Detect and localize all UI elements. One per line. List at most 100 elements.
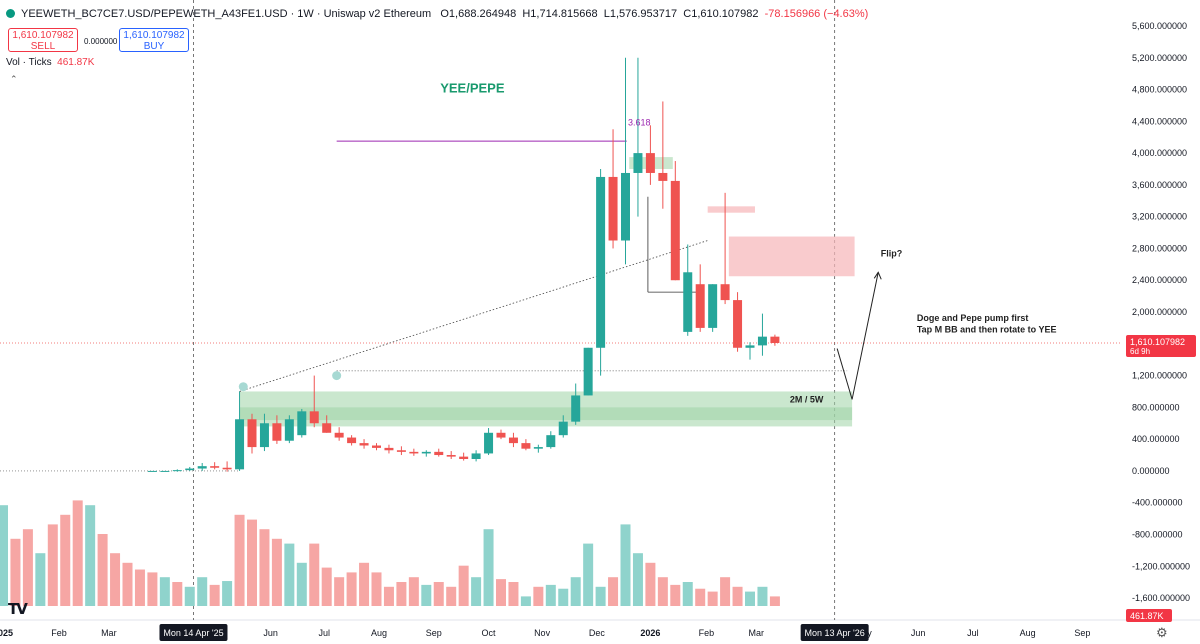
- volume-bar: [371, 572, 382, 606]
- candle-body: [247, 419, 257, 448]
- candle-body: [372, 445, 381, 448]
- projection-arrow: [836, 272, 879, 400]
- x-tick-label: Dec: [589, 628, 606, 638]
- volume-bar: [122, 562, 133, 606]
- candle-body: [571, 395, 581, 422]
- crosshair-date-label: Mon 13 Apr '26: [805, 628, 865, 638]
- crosshair-date-label: Mon 14 Apr '25: [163, 628, 223, 638]
- note-line-2: Tap M BB and then rotate to YEE: [917, 325, 1057, 335]
- candle-body: [147, 470, 157, 472]
- volume-bar: [757, 586, 768, 606]
- candle-body: [459, 456, 469, 460]
- settings-gear-icon[interactable]: ⚙: [1156, 625, 1168, 640]
- y-tick-label: 3,200.000000: [1132, 212, 1187, 222]
- volume-bar: [670, 584, 681, 606]
- candle-body: [658, 172, 668, 181]
- change-value: -78.156966 (−4.63%): [764, 8, 869, 20]
- sell-button[interactable]: 1,610.107982 SELL: [8, 28, 78, 52]
- collapse-chevron-icon[interactable]: ⌃: [10, 74, 18, 84]
- symbol-title[interactable]: YEEWETH_BC7CE7.USD/PEPEWETH_A43FE1.USD ·…: [21, 8, 432, 20]
- volume-bar: [383, 586, 394, 606]
- volume-bar: [309, 543, 320, 606]
- candle-body: [334, 432, 344, 438]
- volume-bar: [234, 514, 245, 606]
- open-value: 1,688.264948: [448, 8, 517, 20]
- y-tick-label: 2,000.000000: [1132, 307, 1187, 317]
- y-tick-label: 400.000000: [1132, 434, 1180, 444]
- volume-bar: [259, 529, 270, 606]
- candle-body: [708, 284, 718, 328]
- zone-label: 2M / 5W: [790, 395, 824, 405]
- crosshair-date-box: [800, 624, 869, 641]
- candle-body: [608, 176, 618, 241]
- volume-bar: [134, 569, 145, 606]
- candle-body: [396, 450, 406, 452]
- volume-bar: [545, 584, 556, 606]
- candle-body: [683, 272, 693, 332]
- x-tick-label: Feb: [699, 628, 715, 638]
- last-price-box: [1126, 334, 1196, 357]
- volume-bar: [321, 567, 332, 606]
- volume-value-label: 461.87K: [1130, 611, 1164, 621]
- candle-body: [596, 176, 606, 348]
- volume-bar: [72, 500, 83, 606]
- buy-label: BUY: [143, 41, 165, 52]
- y-tick-label: 4,000.000000: [1132, 148, 1187, 158]
- fib-label: 3.618: [628, 117, 651, 127]
- x-tick-label: Sep: [1074, 628, 1090, 638]
- low-label: L: [603, 8, 610, 20]
- volume-bar: [446, 586, 457, 606]
- volume-bar: [632, 553, 643, 606]
- volume-bar: [769, 596, 780, 606]
- volume-bar: [732, 586, 743, 606]
- y-tick-label: 4,800.000000: [1132, 85, 1187, 95]
- volume-bar: [695, 588, 706, 606]
- volume-bar: [720, 577, 731, 606]
- x-tick-label: Aug: [371, 628, 387, 638]
- status-dot-icon: [6, 9, 15, 18]
- candle-body: [322, 423, 332, 433]
- candle-body: [496, 432, 506, 438]
- candle-body: [733, 300, 743, 348]
- x-tick-label: 2026: [640, 628, 660, 638]
- volume-legend[interactable]: Vol · Ticks 461.87K: [6, 57, 94, 68]
- y-tick-label: 1,200.000000: [1132, 371, 1187, 381]
- price-axis-bg: [1122, 0, 1200, 644]
- x-tick-label: Jun: [911, 628, 926, 638]
- arrow-head: [873, 271, 882, 280]
- volume-bar: [396, 582, 407, 606]
- volume-bar: [421, 584, 432, 606]
- volume-bar: [222, 581, 233, 606]
- volume-bar: [608, 577, 619, 606]
- volume-bar: [147, 572, 158, 606]
- volume-bar: [471, 577, 482, 606]
- x-tick-label: Mar: [101, 628, 117, 638]
- candle-body: [508, 437, 518, 444]
- candle-body: [720, 284, 730, 301]
- volume-bar: [334, 577, 345, 606]
- volume-bar: [247, 519, 257, 606]
- y-tick-label: -1,600.000000: [1132, 593, 1190, 603]
- volume-bar: [745, 591, 755, 606]
- candle-body: [222, 467, 232, 470]
- candle-body: [471, 453, 481, 460]
- candle-body: [533, 447, 543, 449]
- buy-button[interactable]: 1,610.107982 BUY: [119, 28, 189, 52]
- candle-body: [770, 336, 780, 344]
- candle-body: [670, 180, 680, 281]
- candle-body: [160, 470, 170, 472]
- volume-bar: [184, 586, 195, 606]
- candle-body: [284, 419, 294, 441]
- volume-bar: [707, 591, 718, 606]
- volume-bar: [583, 543, 594, 606]
- volume-bar: [657, 577, 668, 606]
- spread-value: 0.000000: [84, 37, 118, 46]
- volume-bar: [110, 553, 121, 606]
- y-tick-label: 2,800.000000: [1132, 243, 1187, 253]
- candle-body: [309, 411, 319, 424]
- candle-body: [197, 466, 207, 469]
- candle-body: [235, 419, 245, 470]
- volume-bar: [284, 543, 295, 606]
- marker-circle-1: [238, 382, 248, 392]
